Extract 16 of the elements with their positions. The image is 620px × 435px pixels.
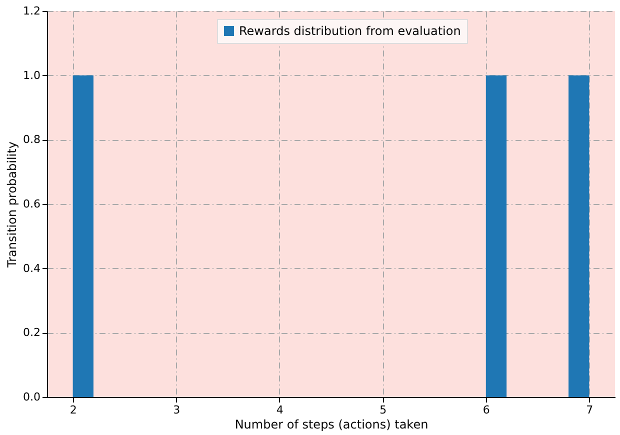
y-axis-title: Transition probability <box>5 142 20 268</box>
x-tick-label: 6 <box>482 404 490 416</box>
y-tick-label: 0.2 <box>23 326 40 340</box>
y-tick-label: 0.4 <box>23 262 40 275</box>
x-tick-label: 2 <box>70 404 77 416</box>
y-tick-label: 0.8 <box>23 133 40 146</box>
x-tick-label: 7 <box>586 404 594 416</box>
x-axis-title: Number of steps (actions) taken <box>234 418 428 432</box>
x-tick-label: 3 <box>173 404 180 416</box>
y-tick-label: 0.0 <box>23 390 40 404</box>
legend-label: Rewards distribution from evaluation <box>239 24 461 38</box>
y-tick-label: 0.6 <box>23 198 40 210</box>
y-tick-label: 1.0 <box>23 68 40 82</box>
x-tick-label: 5 <box>380 404 387 416</box>
x-tick-label: 4 <box>276 404 284 416</box>
y-tick-label: 1.2 <box>23 4 40 18</box>
